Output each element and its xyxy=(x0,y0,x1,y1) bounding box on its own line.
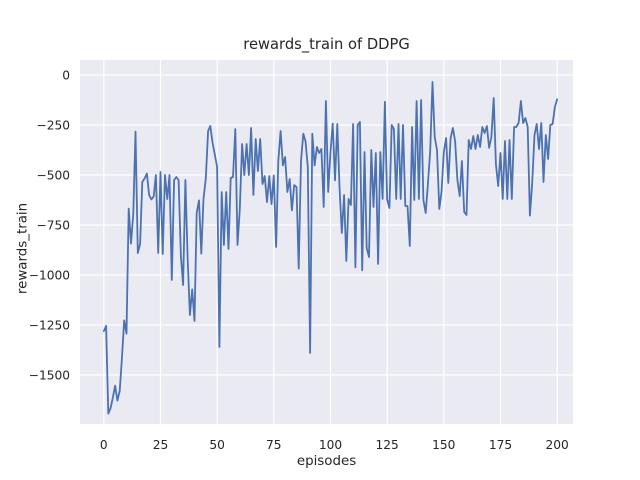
x-tick-label: 125 xyxy=(376,438,399,452)
x-tick-label: 175 xyxy=(489,438,512,452)
line-series-rewards_train xyxy=(102,81,558,415)
y-tick-label: −250 xyxy=(37,118,70,132)
x-tick-label: 200 xyxy=(546,438,569,452)
y-tick-label: −750 xyxy=(37,218,70,232)
x-tick-label: 150 xyxy=(432,438,455,452)
y-axis-label: rewards_train xyxy=(15,202,31,295)
y-tick-label: −1250 xyxy=(29,318,70,332)
x-tick-label: 75 xyxy=(266,438,282,452)
x-tick-label: 0 xyxy=(100,438,108,452)
y-tick-label: 0 xyxy=(62,68,70,82)
x-tick-label: 50 xyxy=(209,438,225,452)
chart-title: rewards_train of DDPG xyxy=(243,36,410,53)
y-tick-label: −500 xyxy=(37,168,70,182)
x-axis-label: episodes xyxy=(296,454,357,469)
x-tick-label: 25 xyxy=(153,438,169,452)
x-tick-label: 100 xyxy=(319,438,342,452)
y-tick-label: −1000 xyxy=(29,268,70,282)
y-tick-label: −1500 xyxy=(29,368,70,382)
